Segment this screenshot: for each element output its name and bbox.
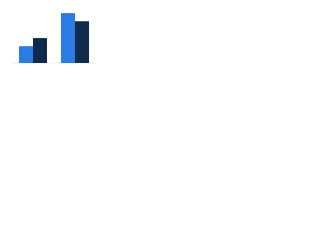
bar	[19, 46, 33, 63]
bar	[75, 21, 89, 64]
page: (() => { const data = JSON.parse(documen…	[0, 0, 320, 71]
chart	[0, 0, 100, 71]
bar	[61, 13, 75, 64]
bar	[33, 38, 47, 63]
